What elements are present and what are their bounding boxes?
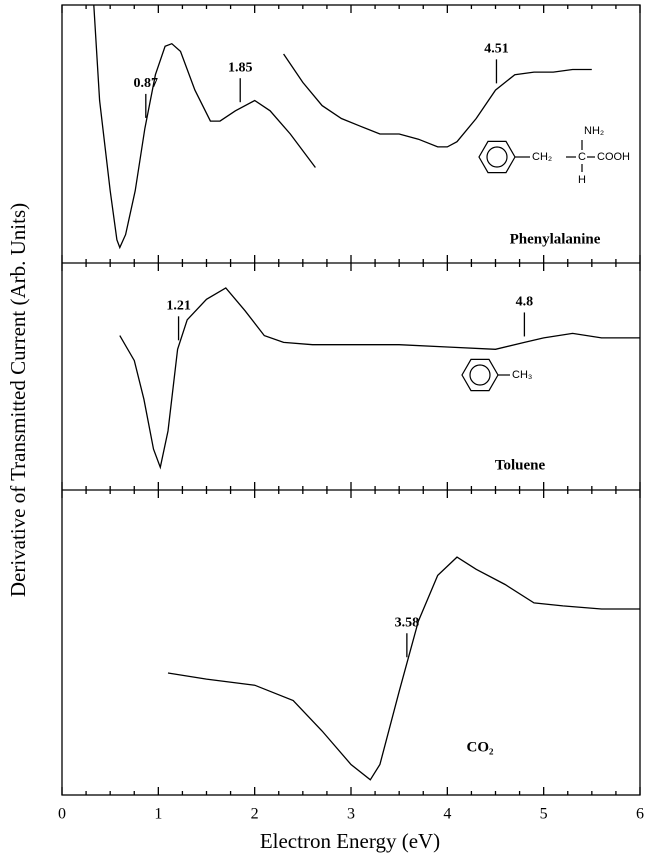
feature-label: 4.8 (516, 295, 534, 310)
spectrum-line (167, 556, 640, 781)
x-tick-label: 2 (251, 806, 259, 823)
x-axis-label: Electron Energy (eV) (260, 829, 440, 853)
molecule-label: CH₃ (512, 369, 532, 381)
spectrum-line (93, 4, 316, 250)
x-tick-label: 0 (58, 806, 66, 823)
spectrum-line (283, 53, 592, 148)
feature-label: 1.21 (166, 299, 191, 314)
molecule-label: NH₂ (584, 125, 604, 137)
feature-label: 0.87 (134, 76, 159, 91)
aromatic-circle (486, 146, 508, 168)
molecule-label: CH₂ (532, 151, 552, 163)
x-tick-label: 6 (636, 806, 644, 823)
benzene-ring (478, 140, 516, 174)
phenylalanine-structure: NH₂ CH₂ C COOH H (478, 125, 630, 186)
x-tick-label: 3 (347, 806, 355, 823)
molecule-label: COOH (597, 151, 630, 163)
molecule-label: H (578, 174, 586, 186)
feature-label: 1.85 (228, 60, 253, 75)
benzene-ring (461, 358, 499, 392)
compound-label: CO₂ (467, 739, 495, 755)
y-axis-label: Derivative of Transmitted Current (Arb. … (6, 203, 30, 597)
toluene-structure: CH₃ (461, 358, 532, 392)
x-tick-label: 4 (443, 806, 451, 823)
compound-label: Phenylalanine (510, 231, 601, 247)
x-tick-label: 1 (154, 806, 162, 823)
aromatic-circle (469, 364, 491, 386)
molecule-label: C (578, 151, 586, 163)
x-tick-label: 5 (540, 806, 548, 823)
feature-label: 3.58 (395, 615, 420, 630)
feature-label: 4.51 (484, 42, 509, 57)
spectrum-line (119, 287, 640, 470)
frame (61, 4, 641, 796)
compound-label: Toluene (495, 457, 546, 473)
